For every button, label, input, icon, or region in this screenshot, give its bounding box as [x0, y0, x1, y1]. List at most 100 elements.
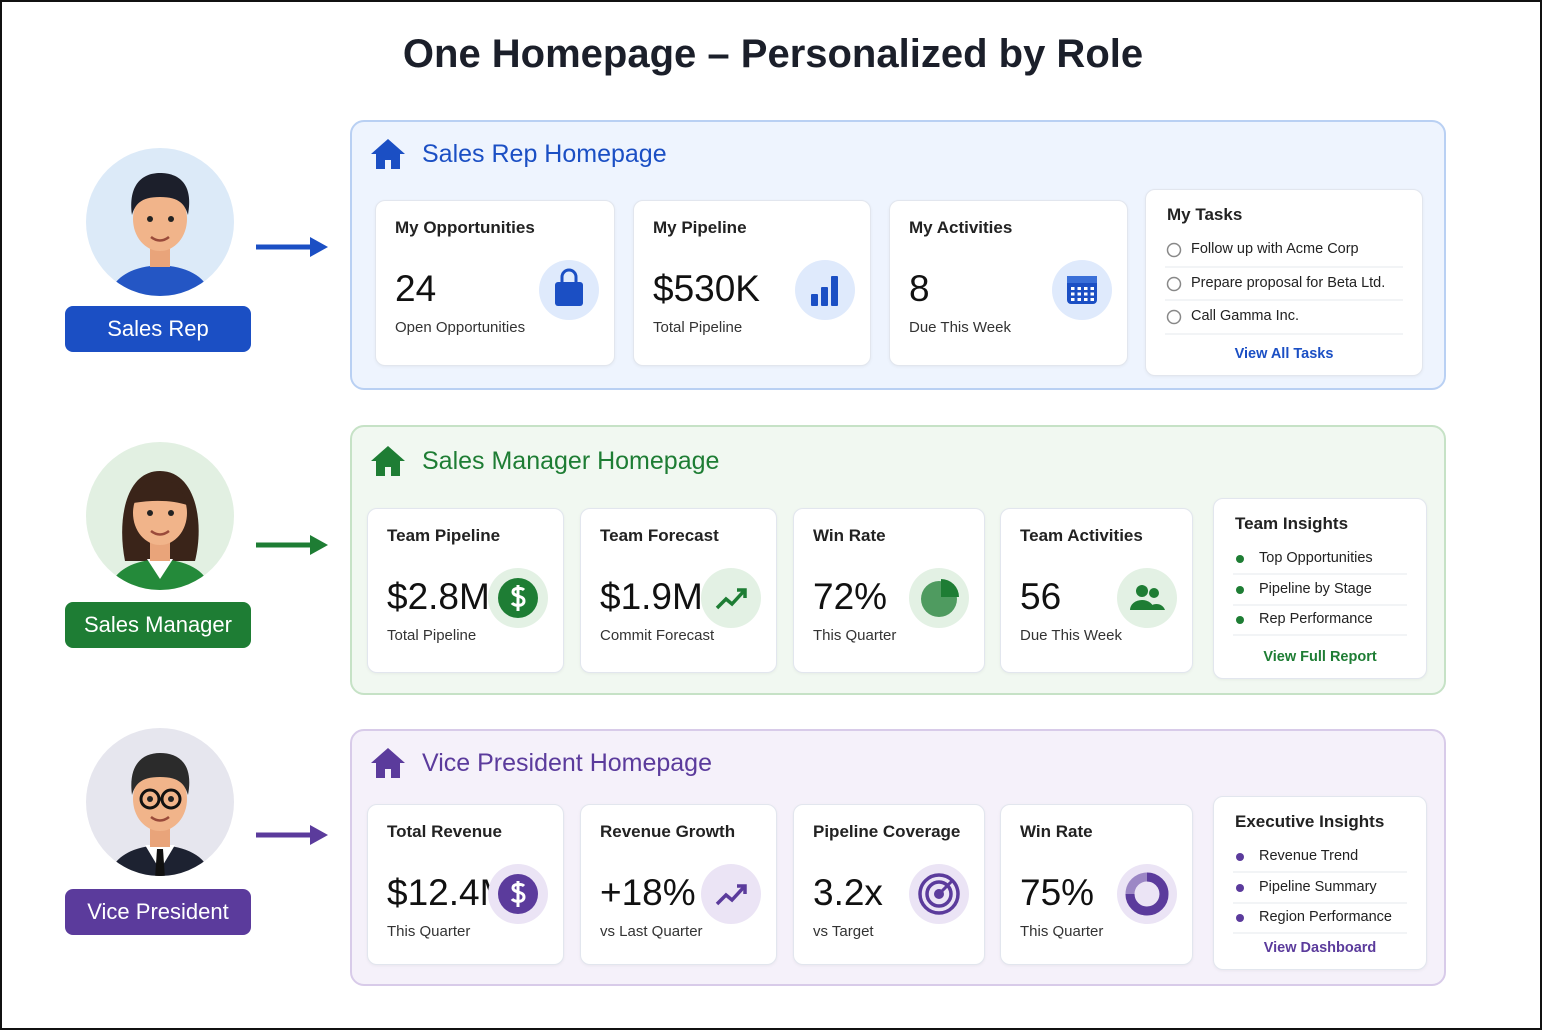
card-subtitle: Due This Week [1020, 627, 1122, 644]
side-item: Top Opportunities [1259, 550, 1373, 566]
card-title: Win Rate [813, 526, 886, 545]
homepage-title: Vice President Homepage [422, 749, 712, 777]
card-icon [1052, 260, 1112, 320]
side-card [1213, 498, 1427, 679]
card-icon-part [737, 588, 747, 598]
card-subtitle: This Quarter [1020, 923, 1104, 940]
card-icon [795, 260, 855, 320]
avatar-part [147, 559, 173, 579]
avatar-part [150, 825, 170, 847]
homepage-title: Sales Manager Homepage [422, 447, 720, 475]
card-icon [1117, 864, 1177, 924]
avatar-part [147, 796, 153, 802]
card-icon-part [510, 585, 526, 611]
side-card [1145, 189, 1423, 376]
card-title: My Pipeline [653, 218, 747, 237]
arrow-part [310, 825, 328, 845]
card-icon-part [1071, 292, 1075, 296]
avatar-part [105, 265, 215, 296]
card-value: 24 [395, 268, 437, 309]
avatar-part [133, 187, 187, 251]
card-value: 72% [813, 576, 888, 617]
card-icon-part [1084, 298, 1088, 301]
side-link[interactable]: View Dashboard [1263, 940, 1377, 956]
role-label: Sales Manager [65, 602, 251, 648]
side-item: Revenue Trend [1259, 848, 1359, 864]
card-title: Team Pipeline [387, 526, 501, 545]
card-subtitle: Open Opportunities [395, 319, 526, 336]
divider [1233, 604, 1407, 606]
card-subtitle: Due This Week [909, 319, 1011, 336]
card-value: $530K [653, 268, 760, 309]
card-icon-part [701, 568, 761, 628]
card-icon-part [560, 268, 578, 282]
bullet-part [1236, 616, 1244, 624]
card-icon-part [1077, 298, 1081, 301]
homepage-title: Sales Rep Homepage [422, 140, 667, 168]
card-value: 3.2x [813, 872, 883, 913]
card-icon-part [1084, 287, 1088, 290]
avatar-part [131, 753, 190, 795]
avatar-part [105, 471, 215, 590]
card-icon [488, 568, 548, 628]
side-item: Follow up with Acme Corp [1191, 241, 1359, 257]
bullet-part [1236, 853, 1244, 861]
checkbox [1166, 309, 1182, 325]
divider [1233, 573, 1407, 575]
card-icon-part [1090, 287, 1094, 290]
card-title: My Activities [909, 218, 1013, 237]
avatar-part [155, 849, 165, 876]
side-card [1213, 796, 1427, 970]
card-value: 8 [909, 268, 930, 309]
card-subtitle: vs Target [813, 923, 874, 940]
card-icon [701, 864, 761, 924]
card-icon-part [941, 579, 959, 597]
card-icon [1117, 568, 1177, 628]
card-subtitle: This Quarter [813, 627, 897, 644]
home-icon [371, 446, 405, 476]
divider [1233, 634, 1407, 636]
home-icon [371, 139, 405, 169]
checkbox-part [1166, 276, 1182, 291]
card-icon-part [1090, 298, 1094, 301]
card-title: My Opportunities [395, 218, 535, 237]
avatar-part [150, 815, 170, 822]
card-title: Pipeline Coverage [813, 822, 961, 841]
card-subtitle: Total Pipeline [653, 319, 743, 336]
bullet [1236, 616, 1244, 624]
side-item: Pipeline by Stage [1259, 580, 1372, 597]
divider [1233, 871, 1407, 873]
role-label: Sales Rep [65, 306, 251, 352]
side-link[interactable]: View All Tasks [1234, 346, 1334, 362]
bullet [1236, 585, 1244, 594]
divider [1165, 299, 1403, 301]
avatar [86, 148, 234, 296]
avatar-part [150, 235, 170, 242]
avatar-part [168, 796, 174, 802]
divider [1233, 902, 1407, 904]
home-icon [371, 748, 405, 778]
checkbox-part [1166, 309, 1182, 325]
bullet [1236, 914, 1244, 922]
card-icon-part [1130, 600, 1165, 610]
home-icon-part [371, 139, 405, 169]
side-link[interactable]: View Full Report [1263, 649, 1377, 665]
side-title: Team Insights [1235, 514, 1349, 533]
avatar-part [150, 245, 170, 267]
bullet [1236, 883, 1244, 892]
side-item: Region Performance [1259, 909, 1392, 925]
role-label: Vice President [65, 889, 251, 935]
avatar-part [105, 753, 215, 876]
card-icon [539, 260, 599, 320]
card-icon [488, 864, 548, 924]
card-value: +18% [600, 872, 696, 913]
card-icon-part [1077, 287, 1081, 290]
card-icon [909, 864, 969, 924]
home-icon-part [371, 446, 405, 476]
checkbox [1166, 276, 1182, 291]
card-icon-part [510, 881, 526, 907]
avatar-part [168, 510, 174, 516]
card-icon-part [737, 884, 747, 894]
bullet-part [1236, 585, 1244, 594]
